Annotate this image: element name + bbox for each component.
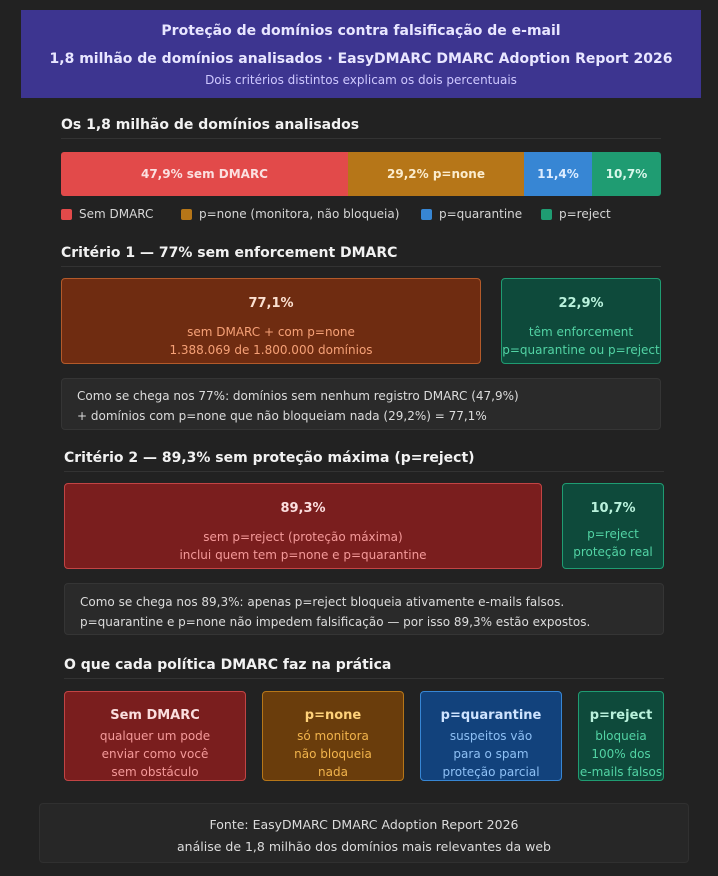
distribution-title: Os 1,8 milhão de domínios analisados	[61, 117, 360, 133]
criterion1-left-line1: sem DMARC + com p=none	[187, 325, 355, 339]
policy-desc-line: bloqueia	[595, 729, 647, 743]
criterion1-no-enforcement-box: 77,1% sem DMARC + com p=none 1.388.069 d…	[61, 278, 481, 364]
criterion1-note-line2: + domínios com p=none que não bloqueiam …	[77, 409, 487, 423]
page-tagline: Dois critérios distintos explicam os doi…	[205, 73, 517, 87]
divider	[61, 266, 661, 267]
legend-swatch	[541, 208, 552, 220]
criterion2-left-line1: sem p=reject (proteção máxima)	[203, 530, 403, 544]
policy-desc-line: para o spam	[453, 747, 529, 761]
divider	[61, 138, 661, 139]
divider	[64, 678, 664, 679]
policy-desc-line: sem obstáculo	[111, 765, 199, 779]
legend-item: p=none (monitora, não bloqueia)	[181, 207, 399, 221]
policy-name: Sem DMARC	[110, 708, 200, 723]
criterion2-no-reject-box: 89,3% sem p=reject (proteção máxima) inc…	[64, 483, 542, 569]
legend-label: p=reject	[559, 207, 611, 221]
policy-desc-line: suspeitos vão	[449, 729, 533, 743]
legend-swatch	[421, 208, 432, 220]
segment-p-none: 29,2% p=none	[348, 152, 524, 196]
policy-card-sem-dmarc: Sem DMARC qualquer um pode enviar como v…	[64, 691, 246, 781]
criterion2-note-line2: p=quarantine e p=none não impedem falsif…	[80, 615, 591, 629]
policy-name: p=reject	[589, 708, 653, 723]
legend-swatch	[61, 208, 72, 220]
segment-sem-dmarc: 47,9% sem DMARC	[61, 152, 348, 196]
divider	[64, 471, 664, 472]
legend-item: Sem DMARC	[61, 207, 153, 221]
policy-desc-line: e-mails falsos	[579, 765, 663, 779]
criterion2-left-value: 89,3%	[280, 501, 326, 516]
policy-desc-line: só monitora	[297, 729, 369, 743]
criterion1-right-line2: p=quarantine ou p=reject	[502, 343, 660, 357]
footer-line2: análise de 1,8 milhão dos domínios mais …	[177, 839, 551, 854]
footer-source: Fonte: EasyDMARC DMARC Adoption Report 2…	[39, 803, 689, 863]
policy-card-p-quarantine: p=quarantine suspeitos vão para o spam p…	[420, 691, 562, 781]
policy-desc-line: não bloqueia	[294, 747, 372, 761]
legend-item: p=reject	[541, 207, 611, 221]
criterion2-right-line1: p=reject	[587, 527, 639, 541]
criterion2-left-line2: inclui quem tem p=none e p=quarantine	[179, 548, 427, 562]
criterion2-right-line2: proteção real	[573, 545, 653, 559]
criterion2-explanation: Como se chega nos 89,3%: apenas p=reject…	[64, 583, 664, 635]
policy-desc-line: nada	[318, 765, 348, 779]
criterion1-left-line2: 1.388.069 de 1.800.000 domínios	[169, 343, 373, 357]
segment-p-reject: 10,7%	[592, 152, 661, 196]
legend-item: p=quarantine	[421, 207, 522, 221]
page-title: Proteção de domínios contra falsificação…	[161, 23, 561, 39]
criterion1-note-line1: Como se chega nos 77%: domínios sem nenh…	[77, 389, 519, 403]
criterion1-enforcement-box: 22,9% têm enforcement p=quarantine ou p=…	[501, 278, 661, 364]
criterion1-explanation: Como se chega nos 77%: domínios sem nenh…	[61, 378, 661, 430]
header-banner: Proteção de domínios contra falsificação…	[21, 10, 701, 98]
footer-line1: Fonte: EasyDMARC DMARC Adoption Report 2…	[209, 817, 519, 832]
criterion1-title: Critério 1 — 77% sem enforcement DMARC	[61, 245, 398, 261]
page-subtitle: 1,8 milhão de domínios analisados · Easy…	[49, 51, 673, 67]
criterion1-right-line1: têm enforcement	[528, 325, 634, 339]
policy-name: p=quarantine	[440, 708, 542, 723]
policy-desc-line: 100% dos	[591, 747, 651, 761]
policy-name: p=none	[304, 708, 362, 723]
legend-label: Sem DMARC	[79, 207, 154, 221]
legend-swatch	[181, 208, 192, 220]
criterion1-right-value: 22,9%	[558, 296, 604, 311]
legend-label: p=none (monitora, não bloqueia)	[199, 207, 400, 221]
distribution-bar: 47,9% sem DMARC 29,2% p=none 11,4% 10,7%	[61, 152, 661, 196]
policy-card-p-reject: p=reject bloqueia 100% dos e-mails falso…	[578, 691, 664, 781]
criterion2-title: Critério 2 — 89,3% sem proteção máxima (…	[64, 450, 475, 466]
criterion2-reject-box: 10,7% p=reject proteção real	[562, 483, 664, 569]
criterion1-left-value: 77,1%	[248, 296, 294, 311]
policy-desc-line: proteção parcial	[442, 765, 540, 779]
policies-title: O que cada política DMARC faz na prática	[64, 657, 392, 673]
criterion2-right-value: 10,7%	[590, 501, 636, 516]
policy-desc-line: enviar como você	[101, 747, 209, 761]
policy-card-p-none: p=none só monitora não bloqueia nada	[262, 691, 404, 781]
segment-p-quarantine: 11,4%	[524, 152, 592, 196]
legend: Sem DMARC p=none (monitora, não bloqueia…	[61, 207, 681, 225]
legend-label: p=quarantine	[439, 207, 523, 221]
criterion2-note-line1: Como se chega nos 89,3%: apenas p=reject…	[80, 595, 565, 609]
policy-desc-line: qualquer um pode	[99, 729, 211, 743]
